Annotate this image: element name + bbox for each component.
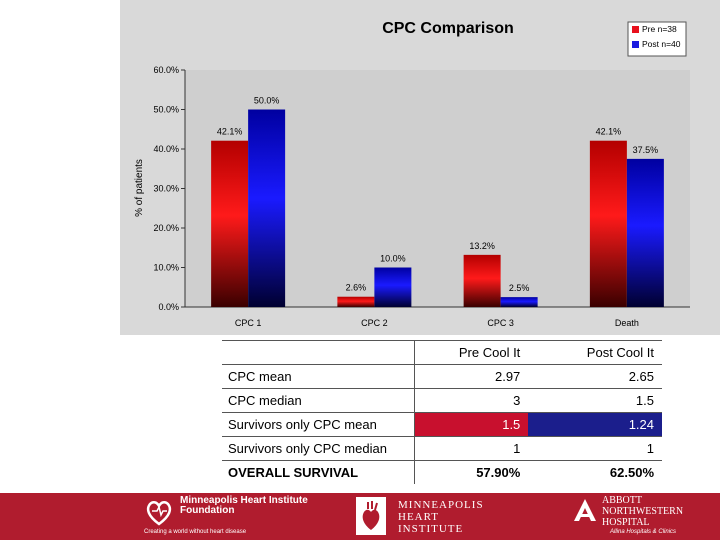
row-post-value: 1.5 — [528, 388, 662, 413]
data-label: 50.0% — [254, 96, 280, 106]
row-post-value: 2.65 — [528, 364, 662, 389]
legend-label: Pre n=38 — [642, 24, 677, 34]
bar-pre — [211, 140, 249, 307]
row-pre-value: 2.97 — [413, 364, 529, 389]
table-header-row: Pre Cool It Post Cool It — [222, 340, 662, 365]
y-tick-label: 10.0% — [153, 263, 179, 273]
row-post-value-highlighted: 1.24 — [528, 412, 662, 437]
bar-post — [500, 297, 538, 307]
anw-name: ABBOTT NORTHWESTERN HOSPITAL — [602, 495, 683, 528]
mhi-line1: MINNEAPOLIS — [398, 499, 484, 511]
bar-post — [374, 267, 412, 307]
legend-swatch — [632, 26, 639, 33]
row-pre-value: 1 — [413, 436, 529, 461]
header-pre-cell: Pre Cool It — [413, 340, 529, 365]
mhif-tagline: Creating a world without heart disease — [144, 529, 247, 535]
chart-title: CPC Comparison — [382, 20, 514, 37]
bar-pre — [337, 296, 375, 307]
y-tick-label: 0.0% — [158, 302, 179, 312]
table-row: CPC mean 2.97 2.65 — [222, 364, 662, 389]
table-row: Survivors only CPC mean 1.5 1.24 — [222, 412, 662, 437]
data-label: 37.5% — [633, 145, 659, 155]
table-row: Survivors only CPC median 1 1 — [222, 436, 662, 461]
row-pre-value-highlighted: 1.5 — [413, 412, 529, 437]
y-tick-label: 40.0% — [153, 144, 179, 154]
y-tick-label: 30.0% — [153, 184, 179, 194]
row-pre-value: 3 — [413, 388, 529, 413]
bar-post — [248, 109, 286, 307]
y-axis-label: % of patients — [134, 159, 145, 217]
row-label: Survivors only CPC mean — [222, 412, 415, 437]
footer-banner: Minneapolis Heart Institute Foundation C… — [0, 493, 720, 540]
row-label: Survivors only CPC median — [222, 436, 415, 461]
data-label: 10.0% — [380, 254, 406, 264]
data-label: 2.6% — [346, 283, 367, 293]
x-tick-label: CPC 3 — [487, 318, 514, 328]
bar-post — [626, 158, 664, 307]
data-label: 13.2% — [469, 241, 495, 251]
legend-label: Post n=40 — [642, 39, 681, 49]
anw-line1: ABBOTT — [602, 495, 642, 506]
row-post-value: 1 — [528, 436, 662, 461]
bar-pre — [589, 140, 627, 307]
mhi-logo: MINNEAPOLIS HEART INSTITUTE — [356, 493, 516, 540]
anatomical-heart-icon — [356, 497, 386, 535]
data-label: 42.1% — [217, 127, 243, 137]
x-tick-label: CPC 2 — [361, 318, 388, 328]
row-pre-value: 57.90% — [413, 460, 529, 484]
table-row: CPC median 3 1.5 — [222, 388, 662, 413]
mhif-name: Minneapolis Heart Institute Foundation — [180, 495, 308, 516]
row-label: CPC mean — [222, 364, 415, 389]
bar-pre — [463, 254, 501, 307]
row-label: OVERALL SURVIVAL — [228, 465, 359, 480]
header-post-cell: Post Cool It — [528, 340, 662, 365]
mhi-line2: HEART — [398, 511, 440, 523]
anw-tagline: Allina Hospitals & Clinics — [610, 529, 677, 535]
table-row: OVERALL SURVIVAL 57.90% 62.50% — [222, 460, 662, 484]
left-margin — [0, 0, 120, 493]
heart-ribbon-icon — [146, 501, 172, 526]
mhi-line3: INSTITUTE — [398, 523, 464, 535]
y-tick-label: 20.0% — [153, 223, 179, 233]
data-label: 42.1% — [596, 127, 622, 137]
mhif-logo: Minneapolis Heart Institute Foundation C… — [140, 493, 310, 540]
y-tick-label: 50.0% — [153, 105, 179, 115]
anw-line3: HOSPITAL — [602, 517, 650, 528]
stats-table: Pre Cool It Post Cool It CPC mean 2.97 2… — [222, 340, 662, 484]
abbott-a-icon — [574, 499, 596, 521]
stats-table-wrap: Pre Cool It Post Cool It CPC mean 2.97 2… — [222, 340, 662, 484]
row-post-value: 62.50% — [609, 465, 654, 480]
anw-line2: NORTHWESTERN — [602, 506, 684, 517]
row-label: CPC median — [222, 388, 415, 413]
mhi-name: MINNEAPOLIS HEART INSTITUTE — [398, 499, 484, 535]
abbott-northwestern-logo: ABBOTT NORTHWESTERN HOSPITAL Allina Hosp… — [570, 493, 720, 540]
y-tick-label: 60.0% — [153, 65, 179, 75]
x-tick-label: Death — [615, 318, 639, 328]
x-tick-label: CPC 1 — [235, 318, 262, 328]
header-label-cell — [222, 340, 415, 365]
data-label: 2.5% — [509, 283, 530, 293]
legend-swatch — [632, 41, 639, 48]
cpc-bar-chart: 0.0% 10.0% 20.0% 30.0% 40.0% 50.0% 60.0% CPC Co… — [134, 20, 690, 328]
